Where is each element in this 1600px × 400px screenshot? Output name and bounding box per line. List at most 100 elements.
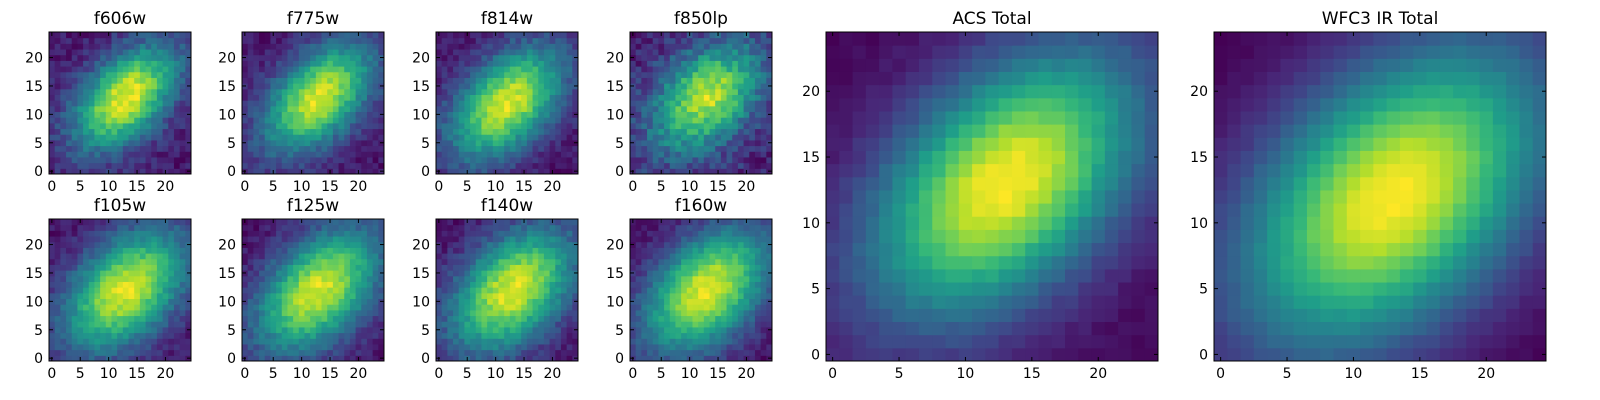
heatmap-cell — [760, 122, 767, 130]
heatmap-cell — [470, 151, 477, 158]
heatmap-cell — [526, 349, 534, 356]
heatmap-cell — [287, 156, 294, 164]
heatmap-cell — [185, 230, 192, 237]
heatmap-cell — [572, 281, 579, 288]
heatmap-cell — [145, 49, 152, 56]
heatmap-cell — [111, 139, 118, 147]
heatmap-cell — [168, 139, 175, 147]
heatmap-cell — [111, 94, 118, 101]
heatmap-cell — [453, 355, 460, 362]
heatmap-cell — [521, 145, 528, 152]
heatmap-cell — [310, 258, 317, 265]
heatmap-cell — [532, 162, 539, 169]
heatmap-cell — [94, 162, 101, 169]
heatmap-cell — [538, 111, 545, 118]
heatmap-cell — [464, 71, 471, 78]
heatmap-cell — [754, 117, 762, 124]
heatmap-cell — [83, 100, 90, 107]
heatmap-cell — [173, 43, 181, 50]
heatmap-cell — [134, 332, 141, 339]
heatmap-cell — [310, 219, 317, 226]
heatmap-cell — [470, 128, 477, 135]
heatmap-cell — [100, 264, 107, 271]
heatmap-cell — [361, 77, 368, 84]
heatmap-cell — [504, 315, 511, 322]
heatmap-cell — [327, 292, 334, 300]
heatmap-cell — [470, 32, 477, 39]
heatmap-cell — [498, 332, 505, 339]
heatmap-cell — [760, 321, 767, 328]
heatmap-cell — [344, 332, 351, 339]
heatmap-cell — [447, 145, 454, 152]
heatmap-cell — [566, 219, 573, 226]
heatmap-cell — [310, 247, 317, 254]
heatmap-cell — [652, 275, 659, 282]
heatmap-cell — [709, 66, 716, 73]
heatmap-cell — [315, 298, 323, 305]
heatmap-cell — [538, 71, 545, 78]
heatmap-cell — [709, 71, 716, 78]
heatmap-cell — [681, 122, 688, 130]
heatmap-cell — [749, 321, 756, 328]
heatmap-cell — [327, 224, 334, 231]
heatmap-cell — [749, 100, 756, 107]
heatmap-cell — [630, 37, 637, 44]
heatmap-cell — [162, 77, 169, 84]
heatmap-cell — [675, 326, 682, 334]
heatmap-cell — [327, 60, 334, 67]
heatmap-cell — [304, 156, 311, 164]
y-tick-label: 0 — [227, 351, 236, 367]
heatmap-cell — [686, 66, 693, 73]
heatmap-cell — [760, 88, 767, 95]
heatmap-cell — [270, 275, 277, 282]
heatmap-cell — [49, 230, 56, 237]
heatmap-cell — [49, 292, 56, 300]
heatmap-cell — [54, 105, 61, 113]
heatmap-cell — [88, 105, 95, 113]
heatmap-cell — [281, 43, 288, 50]
heatmap-cell — [692, 315, 699, 322]
heatmap-cell — [549, 151, 556, 158]
heatmap-cell — [287, 77, 294, 84]
heatmap-cell — [703, 32, 711, 39]
heatmap-cell — [71, 37, 78, 44]
heatmap-cell — [566, 321, 573, 328]
y-tick-label: 0 — [227, 164, 236, 180]
heatmap-cell — [515, 32, 522, 39]
heatmap-cell — [555, 66, 562, 73]
heatmap-cell — [117, 83, 124, 90]
heatmap-cell — [105, 292, 112, 300]
heatmap-cell — [560, 315, 568, 322]
heatmap-cell — [344, 275, 351, 282]
heatmap-cell — [372, 37, 379, 44]
heatmap-cell — [156, 54, 164, 61]
heatmap-cell — [310, 128, 317, 135]
heatmap-cell — [287, 122, 294, 130]
heatmap-cell — [105, 43, 112, 50]
heatmap-cell — [760, 43, 767, 50]
heatmap-cell — [349, 134, 357, 141]
heatmap-cell — [492, 326, 499, 334]
heatmap-cell — [441, 287, 448, 294]
heatmap-cell — [60, 54, 67, 61]
heatmap-cell — [372, 355, 379, 362]
heatmap-cell — [470, 315, 477, 322]
heatmap-cell — [675, 287, 682, 294]
heatmap-cell — [686, 304, 693, 311]
heatmap-cell — [743, 100, 750, 107]
heatmap-cell — [743, 156, 750, 164]
heatmap-cell — [281, 134, 288, 141]
heatmap-cell — [315, 162, 323, 169]
heatmap-cell — [458, 253, 465, 260]
heatmap-cell — [344, 122, 351, 130]
heatmap-cell — [681, 117, 688, 124]
heatmap-cell — [447, 32, 454, 39]
heatmap-cell — [481, 304, 488, 311]
heatmap-cell — [321, 343, 328, 351]
heatmap-cell — [366, 105, 374, 113]
heatmap-cell — [487, 122, 494, 130]
heatmap-cell — [298, 236, 305, 243]
heatmap-cell — [355, 292, 362, 300]
heatmap-cell — [543, 83, 551, 90]
heatmap-cell — [715, 270, 722, 277]
